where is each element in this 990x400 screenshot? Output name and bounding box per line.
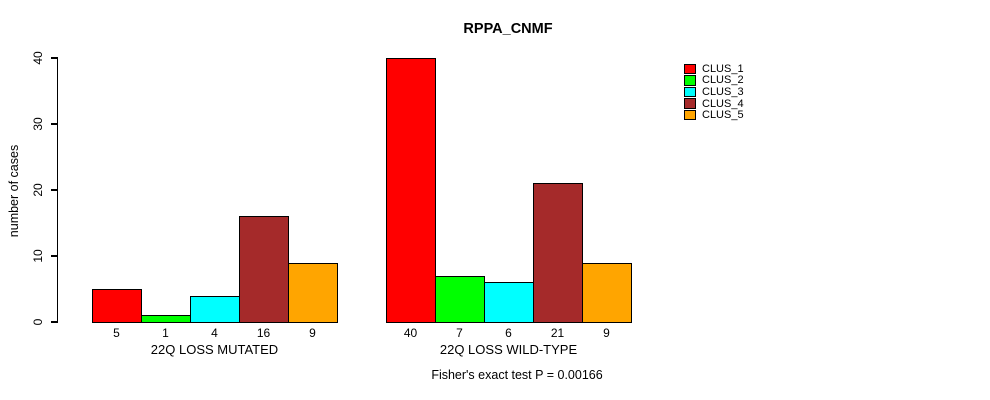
- bar-group1-clus-4: [239, 216, 289, 323]
- y-tick-label: 30: [31, 117, 45, 131]
- bar-value-label: 9: [603, 326, 610, 340]
- y-tick-label: 0: [31, 318, 45, 326]
- y-axis-label: number of cases: [7, 144, 21, 238]
- y-tick: [51, 57, 58, 59]
- legend-swatch-clus-2: [684, 75, 696, 86]
- bar-group1-clus-3: [190, 295, 240, 323]
- bar-group2-clus-2: [435, 275, 485, 323]
- legend-label: CLUS_4: [702, 97, 744, 110]
- bar-value-label: 1: [162, 326, 169, 340]
- legend-item: CLUS_2: [684, 74, 744, 87]
- bar-group1-clus-2: [141, 315, 191, 323]
- bar-value-label: 21: [550, 326, 565, 340]
- legend-swatch-clus-1: [684, 63, 696, 75]
- chart-title: RPPA_CNMF: [463, 21, 553, 37]
- legend-swatch-clus-5: [684, 109, 696, 121]
- group-label: 22Q LOSS WILD-TYPE: [439, 342, 578, 357]
- y-tick-label: 40: [31, 51, 45, 65]
- bar-group1-clus-5: [288, 262, 338, 323]
- bar-value-label: 16: [256, 326, 271, 340]
- legend-label: CLUS_3: [702, 85, 744, 98]
- bar-value-label: 4: [211, 326, 218, 340]
- legend-item: CLUS_5: [684, 109, 744, 121]
- bar-group2-clus-4: [533, 183, 583, 323]
- y-tick: [51, 255, 58, 257]
- group-label: 22Q LOSS MUTATED: [150, 342, 279, 357]
- y-tick-label: 10: [31, 249, 45, 263]
- legend-item: CLUS_1: [684, 63, 744, 75]
- legend-label: CLUS_1: [702, 62, 744, 75]
- legend-swatch-clus-4: [684, 98, 696, 109]
- legend: CLUS_1 CLUS_2 CLUS_3 CLUS_4 CLUS_5: [684, 63, 744, 121]
- bar-group1-clus-1: [92, 289, 142, 323]
- y-tick-label: 20: [31, 183, 45, 197]
- legend-label: CLUS_2: [702, 74, 744, 87]
- y-tick: [51, 189, 58, 191]
- bar-value-label: 5: [113, 326, 120, 340]
- bar-value-label: 40: [403, 326, 418, 340]
- legend-item: CLUS_4: [684, 98, 744, 110]
- y-tick: [51, 123, 58, 125]
- bar-value-label: 6: [505, 326, 512, 340]
- bar-value-label: 7: [456, 326, 463, 340]
- bar-group2-clus-3: [484, 282, 534, 323]
- legend-swatch-clus-3: [684, 86, 696, 98]
- bar-group2-clus-1: [386, 58, 436, 323]
- legend-item: CLUS_3: [684, 86, 744, 98]
- bar-group2-clus-5: [582, 262, 632, 323]
- bar-value-label: 9: [309, 326, 316, 340]
- fisher-test-annotation: Fisher's exact test P = 0.00166: [431, 368, 603, 382]
- legend-label: CLUS_5: [702, 109, 744, 122]
- y-tick: [51, 321, 58, 323]
